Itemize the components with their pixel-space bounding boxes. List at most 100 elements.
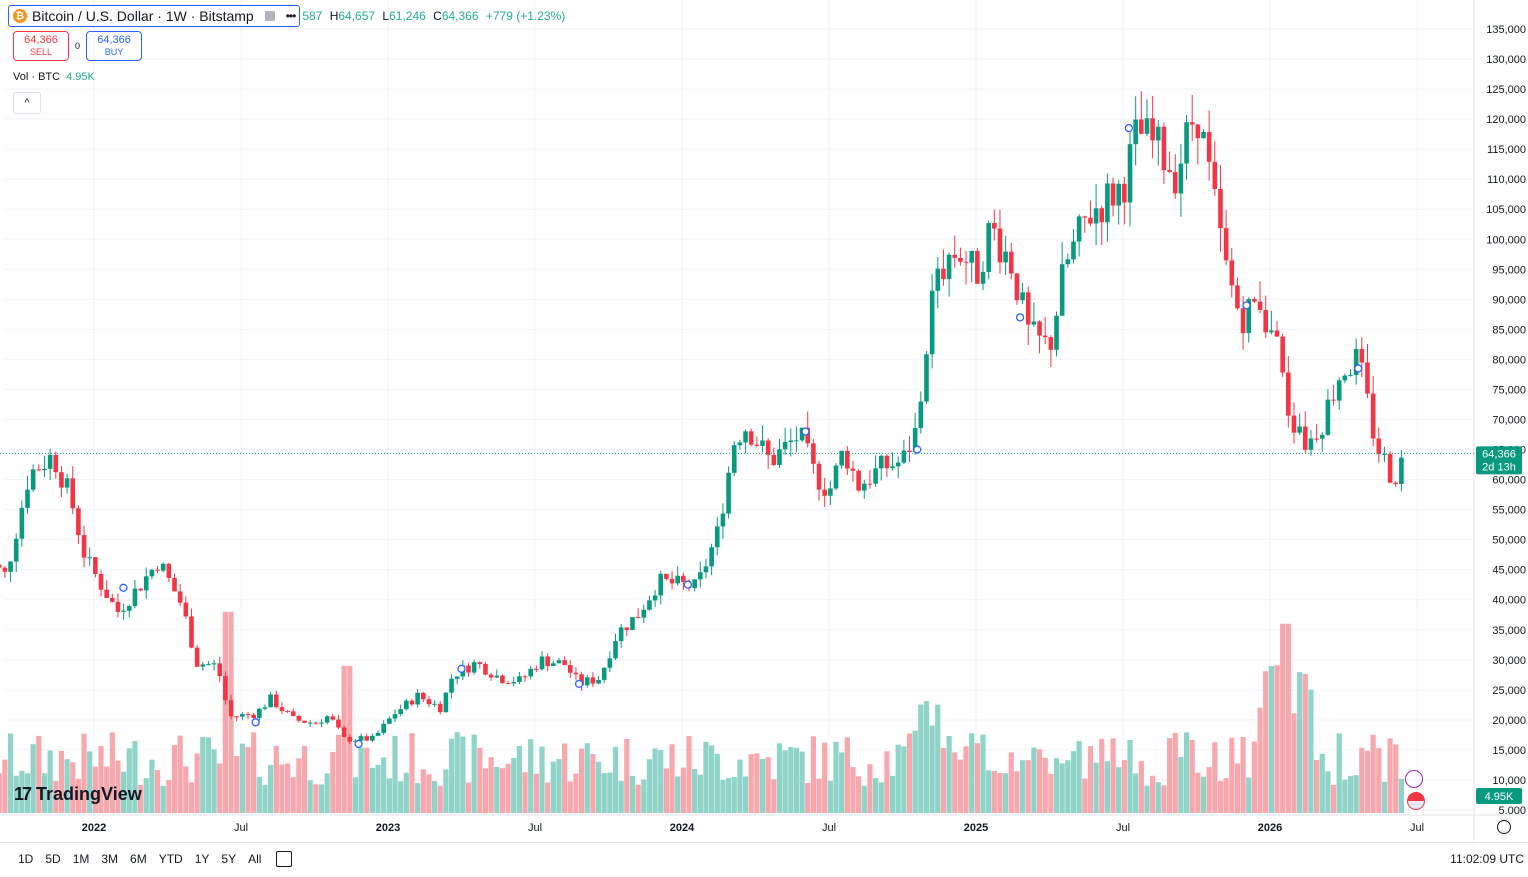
- collapse-legend-button[interactable]: ^: [13, 92, 41, 114]
- sell-button[interactable]: 64,366 SELL: [13, 31, 69, 61]
- event-marker[interactable]: [354, 739, 363, 749]
- candle-body: [562, 660, 567, 666]
- volume-bar: [92, 766, 98, 813]
- volume-bar: [1183, 732, 1190, 813]
- candle-body: [878, 455, 884, 469]
- event-marker[interactable]: [913, 445, 922, 454]
- lightning-event-icon[interactable]: [1405, 770, 1423, 788]
- volume-bars: [0, 611, 1404, 813]
- calendar-icon[interactable]: [276, 851, 292, 867]
- range-ytd[interactable]: YTD: [158, 852, 183, 866]
- event-marker[interactable]: [119, 583, 128, 592]
- volume-bar: [1172, 733, 1178, 813]
- range-all[interactable]: All: [248, 852, 262, 866]
- candle-body: [1105, 183, 1110, 223]
- candle-body: [415, 692, 420, 705]
- volume-bar: [420, 769, 426, 813]
- volume-bar: [539, 746, 545, 813]
- candle-body: [432, 703, 437, 705]
- volume-bar: [533, 773, 539, 813]
- volume-bar: [126, 748, 132, 813]
- event-markers: [119, 123, 1363, 749]
- volume-bar: [1031, 747, 1037, 813]
- price-tick-label: 90,000: [1492, 294, 1526, 306]
- event-marker[interactable]: [1124, 123, 1134, 133]
- volume-bar: [737, 759, 743, 813]
- candle-body: [500, 675, 505, 683]
- clock[interactable]: 11:02:09 UTC: [1450, 852, 1524, 866]
- volume-bar: [1144, 785, 1150, 813]
- candle-body: [1076, 216, 1082, 242]
- candle-body: [392, 714, 398, 719]
- event-marker[interactable]: [574, 679, 584, 688]
- volume-bar: [1082, 778, 1088, 813]
- volume-bar: [1302, 674, 1308, 813]
- candle-body: [375, 732, 381, 736]
- event-marker[interactable]: [683, 580, 693, 589]
- candle-body: [1054, 315, 1059, 350]
- event-marker[interactable]: [1242, 301, 1251, 310]
- volume-bar: [109, 732, 115, 813]
- volume-bar: [669, 744, 675, 813]
- candle-body: [658, 573, 664, 596]
- volume-bar: [528, 739, 534, 813]
- volume-bar: [1036, 749, 1043, 813]
- tradingview-logo[interactable]: 17 TradingView: [14, 784, 142, 804]
- bitcoin-coin-icon: ₿: [13, 9, 27, 23]
- candle-body: [488, 674, 494, 678]
- event-marker[interactable]: [251, 718, 260, 727]
- settings-icon[interactable]: [1497, 820, 1511, 834]
- range-3m[interactable]: 3M: [101, 852, 119, 866]
- volume-bar: [403, 772, 409, 813]
- volume-bar: [2, 759, 8, 813]
- candle-body: [986, 223, 991, 272]
- range-1y[interactable]: 1Y: [194, 852, 210, 866]
- candle-body: [166, 563, 172, 578]
- volume-bar: [963, 746, 969, 813]
- candle-body: [443, 692, 449, 713]
- candle-body: [1037, 321, 1042, 336]
- volume-bar: [358, 747, 364, 813]
- volume-bar: [1257, 707, 1263, 813]
- volume-bar: [104, 766, 110, 813]
- hide-icon[interactable]: [264, 11, 275, 21]
- symbol-selector[interactable]: ₿ Bitcoin / U.S. Dollar · 1W · Bitstamp …: [8, 5, 301, 27]
- buy-button[interactable]: 64,366 BUY: [86, 31, 143, 61]
- candle-body: [952, 254, 958, 258]
- volume-bar: [816, 778, 822, 813]
- event-marker[interactable]: [1015, 313, 1025, 322]
- volume-legend: Vol · BTC 4.95K: [13, 71, 95, 83]
- price-tick-label: 45,000: [1492, 565, 1526, 577]
- event-marker[interactable]: [1354, 364, 1363, 373]
- range-1d[interactable]: 1D: [18, 852, 34, 866]
- candle-body: [675, 575, 681, 584]
- range-1m[interactable]: 1M: [72, 852, 90, 866]
- candle-body: [1206, 131, 1212, 162]
- volume-bar: [1070, 751, 1077, 813]
- volume-bar: [1099, 738, 1105, 813]
- candle-body: [545, 656, 550, 666]
- volume-bar: [24, 773, 31, 813]
- volume-bar: [290, 777, 296, 813]
- candle-body: [522, 676, 528, 678]
- event-marker[interactable]: [801, 427, 810, 436]
- volume-bar: [1014, 771, 1020, 813]
- candle-body: [924, 354, 929, 402]
- candle-body: [25, 489, 30, 508]
- volume-bar: [720, 779, 726, 813]
- more-options-icon[interactable]: •••: [285, 9, 297, 23]
- event-marker[interactable]: [457, 664, 466, 673]
- us-flag-event-icon[interactable]: [1407, 792, 1425, 810]
- range-5d[interactable]: 5D: [45, 852, 61, 866]
- candle-body: [618, 627, 624, 642]
- volume-bar: [918, 704, 924, 813]
- range-5y[interactable]: 5Y: [221, 852, 237, 866]
- range-6m[interactable]: 6M: [130, 852, 147, 866]
- candle-body: [1319, 434, 1325, 439]
- volume-bar: [658, 749, 664, 813]
- candle-body: [788, 440, 794, 442]
- volume-bar: [567, 781, 573, 813]
- volume-bar: [646, 759, 653, 813]
- candle-body: [1359, 348, 1365, 363]
